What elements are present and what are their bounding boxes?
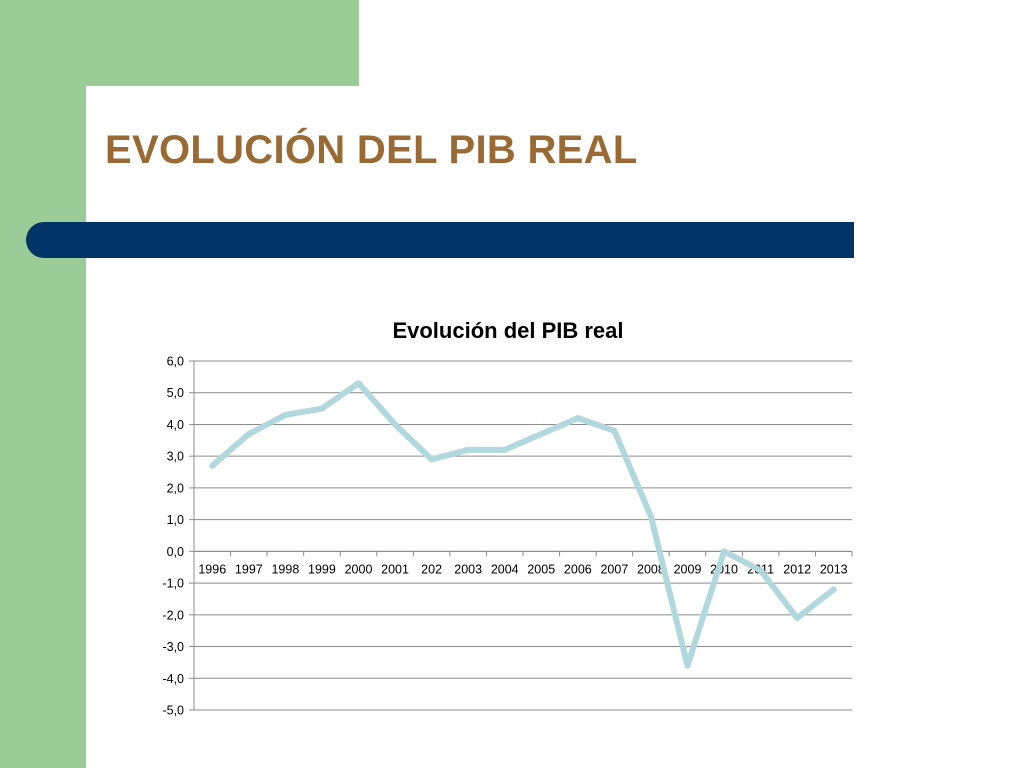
data-point bbox=[647, 513, 654, 520]
x-tick-label: 2005 bbox=[527, 562, 555, 576]
data-point bbox=[794, 614, 801, 621]
y-tick-label: 3,0 bbox=[167, 450, 184, 464]
x-tick-label: 1997 bbox=[235, 562, 263, 576]
data-point bbox=[282, 411, 289, 418]
x-tick-label: 1999 bbox=[308, 562, 336, 576]
data-point bbox=[830, 586, 837, 593]
data-point bbox=[428, 456, 435, 463]
y-tick-label: -3,0 bbox=[162, 640, 184, 654]
y-tick-label: -4,0 bbox=[162, 672, 184, 686]
x-tick-labels: 1996 1997 1998 1999 2000 2001 202 2003 2004 2005 2… bbox=[198, 562, 847, 576]
data-point bbox=[209, 462, 216, 469]
x-tick-label: 1996 bbox=[198, 562, 226, 576]
x-tick-label: 2006 bbox=[564, 562, 592, 576]
x-tick-label: 202 bbox=[421, 562, 442, 576]
slide-title: EVOLUCIÓN DEL PIB REAL bbox=[105, 128, 638, 172]
x-tick-label: 2004 bbox=[491, 562, 519, 576]
data-point bbox=[501, 446, 508, 453]
y-tick-labels: -5,0 -4,0 -3,0 -2,0 -1,0 0,0 1,0 2,0 3,0 4,0 5,0 6,… bbox=[162, 355, 184, 718]
data-point bbox=[392, 421, 399, 428]
x-tick-label: 2003 bbox=[454, 562, 482, 576]
x-tick-label: 2012 bbox=[783, 562, 811, 576]
y-tick-label: 6,0 bbox=[167, 355, 184, 369]
data-point bbox=[318, 405, 325, 412]
series-line bbox=[209, 380, 837, 669]
y-tick-label: -1,0 bbox=[162, 577, 184, 591]
x-tick-label: 2009 bbox=[674, 562, 702, 576]
data-point bbox=[721, 548, 728, 555]
data-point bbox=[465, 446, 472, 453]
x-tick-label: 2008 bbox=[637, 562, 665, 576]
data-point bbox=[757, 567, 764, 574]
data-point bbox=[611, 427, 618, 434]
x-tick-label: 1998 bbox=[271, 562, 299, 576]
green-header-block bbox=[0, 0, 359, 86]
green-sidebar bbox=[0, 0, 86, 768]
data-point bbox=[684, 662, 691, 669]
y-tick-label: 5,0 bbox=[167, 386, 184, 400]
x-tick-label: 2013 bbox=[820, 562, 848, 576]
data-point bbox=[355, 380, 362, 387]
series-layer bbox=[209, 380, 837, 669]
y-tick-label: -2,0 bbox=[162, 608, 184, 622]
title-underline-bar bbox=[26, 222, 854, 258]
axes bbox=[189, 360, 853, 711]
y-tick-label: -5,0 bbox=[162, 704, 184, 718]
y-tick-label: 0,0 bbox=[167, 545, 184, 559]
x-tick-label: 2001 bbox=[381, 562, 409, 576]
x-tick-label: 2007 bbox=[600, 562, 628, 576]
y-tick-label: 4,0 bbox=[167, 418, 184, 432]
chart-title: Evolución del PIB real bbox=[392, 318, 623, 343]
data-point bbox=[245, 430, 252, 437]
x-tick-label: 2000 bbox=[345, 562, 373, 576]
y-tick-label: 2,0 bbox=[167, 481, 184, 495]
y-tick-label: 1,0 bbox=[167, 513, 184, 527]
data-point bbox=[574, 415, 581, 422]
data-point bbox=[538, 430, 545, 437]
